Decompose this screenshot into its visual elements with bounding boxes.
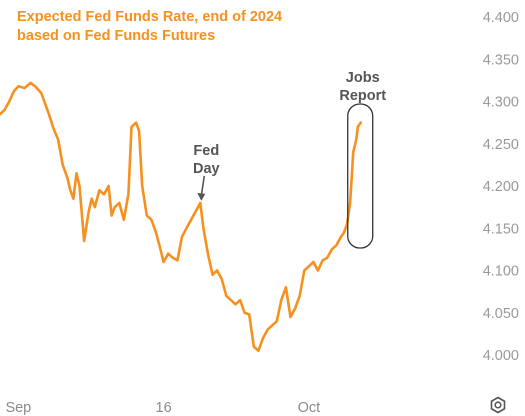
chart-title: Expected Fed Funds Rate, end of 2024 bbox=[17, 9, 283, 25]
series-line-0 bbox=[0, 81, 363, 353]
fed-day-arrowhead bbox=[197, 192, 206, 201]
y-axis: 4.400 4.350 4.300 4.250 4.200 4.150 4.100 4.050… bbox=[483, 10, 519, 364]
jobs-report-label: Report bbox=[339, 88, 386, 104]
fed-day-arrow-line bbox=[200, 175, 206, 197]
jobs-report-label: Jobs bbox=[346, 70, 380, 86]
y-tick-label: 4.050 bbox=[483, 306, 519, 322]
y-tick-label: 4.250 bbox=[483, 137, 519, 153]
y-tick-label: 4.150 bbox=[483, 221, 519, 237]
y-tick-label: 4.100 bbox=[483, 264, 519, 280]
jobs-report-highlight bbox=[347, 103, 374, 249]
fed-day-label: Day bbox=[193, 161, 220, 177]
y-tick-label: 4.000 bbox=[483, 348, 519, 364]
annotation-layer: Fed Day Jobs Report bbox=[193, 70, 386, 249]
chart-subtitle: based on Fed Funds Futures bbox=[17, 28, 216, 44]
y-tick-label: 4.300 bbox=[483, 95, 519, 111]
settings-gear-icon[interactable] bbox=[487, 394, 509, 416]
series-layer bbox=[0, 81, 363, 353]
fed-day-label: Fed bbox=[193, 143, 219, 159]
x-axis: Sep 16 Oct bbox=[5, 400, 320, 416]
y-tick-label: 4.400 bbox=[483, 10, 519, 26]
x-tick-label: 16 bbox=[156, 400, 172, 416]
y-tick-label: 4.350 bbox=[483, 52, 519, 68]
x-tick-label: Oct bbox=[298, 400, 321, 416]
y-tick-label: 4.200 bbox=[483, 179, 519, 195]
x-tick-label: Sep bbox=[5, 400, 31, 416]
